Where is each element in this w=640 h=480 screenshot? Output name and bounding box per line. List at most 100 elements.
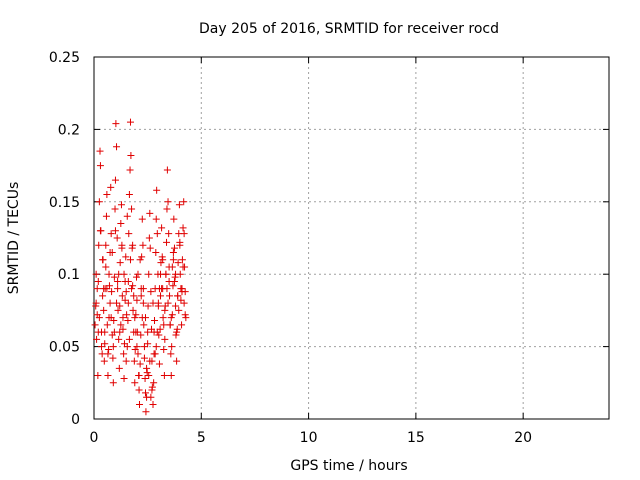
data-point [122,357,130,365]
data-point [111,176,119,184]
data-point [115,270,123,278]
data-point [135,386,143,394]
data-point [128,205,136,213]
data-point [144,340,152,348]
y-tick-label: 0.25 [49,50,80,66]
data-point [117,201,125,209]
data-point [148,386,156,394]
data-point [120,374,128,382]
data-point [146,209,154,217]
data-point [155,331,163,339]
y-tick-label: 0.05 [49,340,80,356]
data-point [151,317,159,325]
data-point [131,379,139,387]
data-point [116,259,124,267]
data-point [114,306,122,314]
data-point [168,263,176,271]
data-point [94,328,102,336]
data-point [167,314,175,322]
data-point [109,379,117,387]
data-point [174,292,182,300]
data-point [134,350,142,358]
data-point [169,256,177,264]
data-point [94,277,102,285]
data-point [101,328,109,336]
data-point [159,256,167,264]
data-point [167,350,175,358]
data-point [125,230,133,238]
data-point [172,331,180,339]
data-points [91,118,190,416]
data-point [162,270,170,278]
data-point [113,299,121,307]
data-point [165,230,173,238]
data-point [175,201,183,209]
x-tick-label: 0 [90,430,99,446]
data-point [98,343,106,351]
data-point [119,314,127,322]
data-point [121,296,129,304]
data-point [143,369,151,377]
data-point [113,234,121,242]
x-tick-label: 5 [197,430,206,446]
data-point [169,282,177,290]
data-point [111,205,119,213]
data-point [126,256,134,264]
data-point [138,215,146,223]
data-point [102,241,110,249]
data-point [118,241,126,249]
y-axis-label: SRMTID / TECUs [6,182,22,295]
data-point [173,328,181,336]
data-point [145,372,153,380]
data-point [161,335,169,343]
data-point [178,256,186,264]
y-tick-label: 0.1 [58,267,80,283]
data-point [181,311,189,319]
data-point [132,273,140,281]
data-point [119,325,127,333]
data-point [151,350,159,358]
data-point [176,241,184,249]
data-point [164,198,172,206]
data-point [100,306,108,314]
y-tick-label: 0.15 [49,195,80,211]
data-point [163,238,171,246]
data-point [136,360,144,368]
data-point [153,328,161,336]
data-point [170,244,178,252]
data-point [179,263,187,271]
data-point [170,277,178,285]
data-point [178,321,186,329]
data-point [147,393,155,401]
data-point [112,120,120,128]
data-point [104,350,112,358]
y-tick-label: 0 [71,412,80,428]
data-point [95,314,103,322]
data-point [123,343,131,351]
data-point [132,311,140,319]
data-point [180,230,188,238]
data-point [107,314,115,322]
data-point [161,306,169,314]
data-point [166,292,174,300]
data-point [110,273,118,281]
data-point [92,299,100,307]
data-point [174,259,182,267]
data-point [100,285,108,293]
data-point [145,234,153,242]
data-point [95,241,103,249]
data-point [108,288,116,296]
data-point [96,147,104,155]
data-point [91,321,99,329]
x-axis-label: GPS time / hours [290,458,407,474]
x-tick-label: 15 [407,430,425,446]
data-point [159,314,167,322]
data-point [147,288,155,296]
data-point [168,343,176,351]
data-point [120,350,128,358]
data-point [144,328,152,336]
data-point [95,198,103,206]
data-point [100,357,108,365]
data-point [118,292,126,300]
